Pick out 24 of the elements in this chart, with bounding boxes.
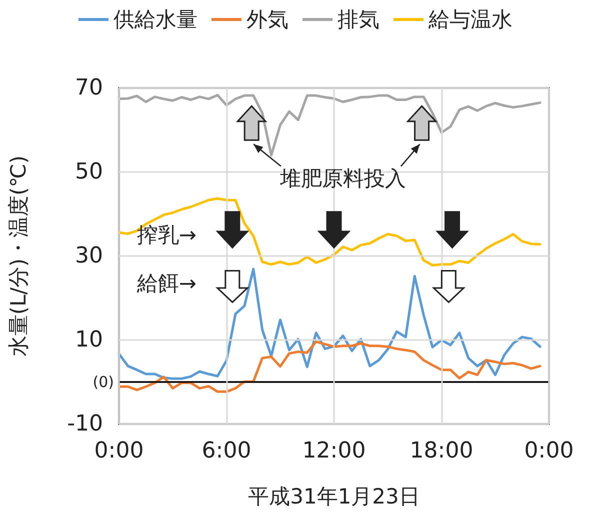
line-series xyxy=(118,268,542,380)
x-tick-label: 6:00 xyxy=(202,438,252,464)
x-tick-label: 0:00 xyxy=(94,438,144,464)
annotation: 搾乳→ xyxy=(136,223,197,247)
annotation: 給餌→ xyxy=(136,272,197,296)
y-tick-label: -10 xyxy=(67,412,103,436)
x-tick-label: 0:00 xyxy=(524,438,574,464)
y-tick-label: 10 xyxy=(75,328,103,352)
legend-label: 排気 xyxy=(338,8,380,32)
y-tick-label: 30 xyxy=(75,244,103,268)
legend-label: 供給水量 xyxy=(114,8,198,32)
line-series xyxy=(118,197,542,266)
y-tick-label: 50 xyxy=(75,160,103,184)
y-tick-label: 70 xyxy=(75,76,103,100)
line-series xyxy=(118,94,542,156)
annotation: 堆肥原料投入 xyxy=(278,166,406,190)
legend-label: 給与温水 xyxy=(428,8,512,32)
line-series xyxy=(118,340,542,393)
x-tick-label: 12:00 xyxy=(302,438,366,464)
legend-label: 外気 xyxy=(246,8,288,32)
y-axis-title: 水量(L/分)・温度(℃) xyxy=(6,155,30,357)
x-tick-label: 18:00 xyxy=(410,438,474,464)
ref-line-label: (0) xyxy=(92,373,114,391)
x-axis-title: 平成31年1月23日 xyxy=(248,484,420,508)
